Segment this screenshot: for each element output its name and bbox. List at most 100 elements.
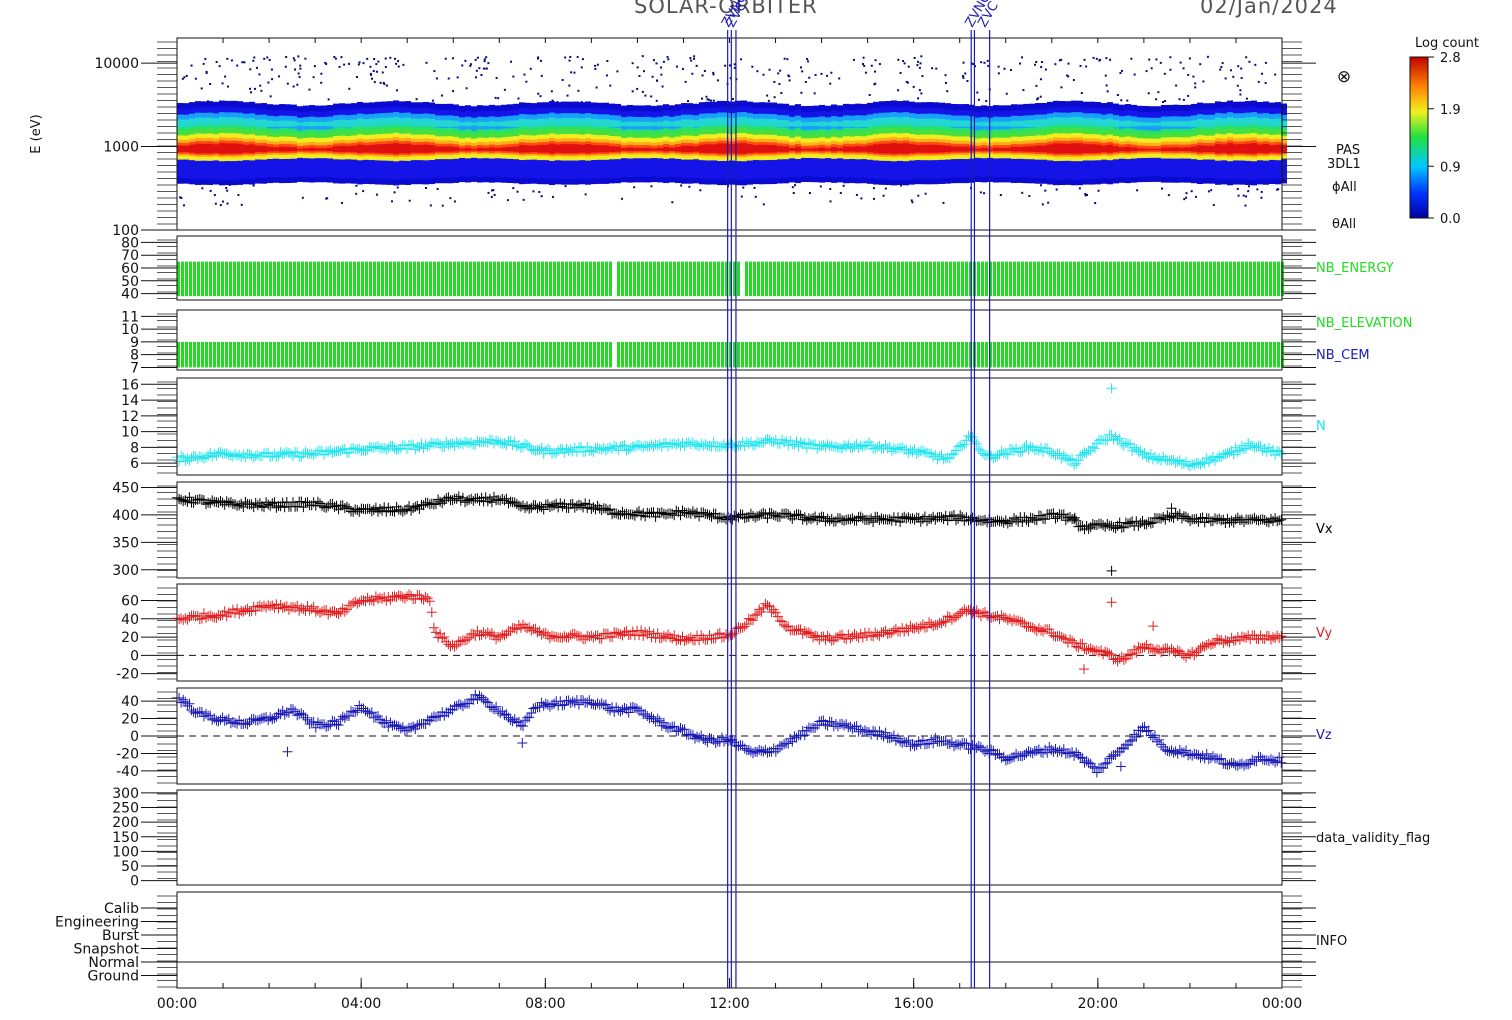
spectrogram-cell — [849, 120, 855, 127]
spectrogram-cell — [1149, 148, 1155, 151]
nb-elevation-bar — [193, 341, 196, 368]
spectrogram-speckle — [839, 191, 842, 194]
nb-energy-bar — [521, 261, 524, 297]
density-tick-label: 8 — [130, 440, 139, 456]
spectrogram-speckle — [343, 63, 346, 66]
nb-energy-bar — [721, 261, 724, 297]
spectrogram-speckle — [259, 84, 262, 87]
spectrogram-speckle — [525, 80, 528, 83]
nb-elevation-bar — [629, 341, 632, 368]
nb-energy-bar — [941, 261, 944, 297]
spectrogram-cell — [615, 131, 621, 142]
nb-elevation-bar — [1057, 341, 1060, 368]
nb-energy-tick-label: 80 — [121, 235, 139, 251]
nb-energy-bar — [773, 261, 776, 297]
spectrogram-speckle — [1083, 58, 1086, 61]
spectrogram-cell — [285, 146, 291, 152]
spectrogram-cell — [837, 121, 843, 127]
spectrogram-cell — [477, 147, 483, 151]
nb-energy-bar — [797, 261, 800, 297]
spectrogram-cell — [1125, 131, 1131, 142]
spectrogram-speckle — [644, 94, 647, 97]
nb-energy-bar — [1049, 261, 1052, 297]
nb-energy-bar — [457, 261, 460, 297]
nb-energy-bar — [909, 261, 912, 297]
spectrogram-cell — [1065, 117, 1071, 129]
nb-elevation-bar — [1077, 341, 1080, 368]
spectrogram-cell — [1149, 130, 1155, 137]
nb-energy-bar — [1177, 261, 1180, 297]
spectrogram-cell — [459, 122, 465, 126]
spectrogram-speckle — [1192, 75, 1195, 78]
spectrogram-speckle — [1260, 196, 1263, 199]
spectrogram-cell — [1155, 122, 1161, 126]
spectrogram-cell — [957, 120, 963, 127]
nb-energy-bar — [385, 261, 388, 297]
nb-elevation-bar — [1269, 341, 1272, 368]
nb-energy-bar — [573, 261, 576, 297]
nb-energy-bar — [417, 261, 420, 297]
spectrogram-speckle — [710, 99, 713, 102]
nb-elevation-bar — [777, 341, 780, 368]
spectrogram-speckle — [539, 95, 542, 98]
info-frame — [176, 891, 1283, 989]
nb-elevation-bar — [177, 341, 180, 368]
spectrogram-speckle — [1120, 99, 1123, 102]
spectrogram-speckle — [733, 66, 736, 69]
nb-elevation-bar — [449, 341, 452, 368]
nb-elevation-bar — [985, 341, 988, 368]
nb-elevation-tick-label: 7 — [130, 360, 139, 376]
spectrogram-cell — [999, 147, 1005, 151]
spectrogram-cell — [975, 122, 981, 126]
time-tick-label: 08:00 — [525, 996, 565, 1012]
nb-energy-bar — [389, 261, 392, 297]
nb-energy-bar — [1045, 261, 1048, 297]
spectrogram-speckle — [976, 91, 979, 94]
spectrogram-cell — [579, 144, 585, 153]
spectrogram-speckle — [1092, 56, 1095, 59]
nb-energy-bar — [673, 261, 676, 297]
spectrogram-cell — [1209, 145, 1215, 153]
nb-energy-bar — [1173, 261, 1176, 297]
nb-elevation-bar — [497, 341, 500, 368]
nb-energy-bar — [737, 261, 740, 297]
spectrogram-speckle — [651, 75, 654, 78]
spectrogram-speckle — [510, 60, 513, 63]
spectrogram-speckle — [469, 64, 472, 67]
spectrogram-speckle — [292, 57, 295, 60]
spectrogram-speckle — [643, 70, 646, 73]
spectrogram-speckle — [964, 72, 967, 75]
spectrogram-cell — [261, 119, 267, 128]
spectrogram-cell — [1089, 118, 1095, 129]
nb-energy-bar — [633, 261, 636, 297]
spectrogram-cell — [1257, 118, 1263, 129]
nb-elevation-bar — [401, 341, 404, 368]
nb-energy-bar — [1193, 261, 1196, 297]
spectrogram-speckle — [194, 77, 197, 80]
spectrogram-speckle — [1242, 194, 1245, 197]
spectrogram-cell — [873, 118, 879, 129]
spectrogram-cell — [819, 132, 825, 141]
spectrogram-cell — [219, 143, 225, 154]
spectrogram-cell — [1035, 119, 1041, 128]
spectrogram-speckle — [1104, 74, 1107, 77]
spectrogram-cell — [453, 120, 459, 127]
spectrogram-cell — [921, 118, 927, 129]
spectrogram-cell — [657, 132, 663, 141]
spectrogram-speckle — [1202, 80, 1205, 83]
spectrogram-speckle — [806, 58, 809, 61]
nb-elevation-bar — [569, 341, 572, 368]
spectrogram-cell — [1161, 147, 1167, 152]
spectrogram-cell — [729, 144, 735, 154]
nb-elevation-bar — [341, 341, 344, 368]
spectrogram-speckle — [495, 77, 498, 80]
nb-elevation-bar — [281, 341, 284, 368]
spectrogram-speckle — [397, 65, 400, 68]
spectrogram-cell — [999, 132, 1005, 141]
nb-elevation-bar — [369, 341, 372, 368]
spectrogram-speckle — [490, 189, 493, 192]
spectrogram-cell — [723, 143, 729, 154]
nb-energy-bar — [985, 261, 988, 297]
nb-energy-bar — [813, 261, 816, 297]
nb-elevation-bar — [781, 341, 784, 368]
